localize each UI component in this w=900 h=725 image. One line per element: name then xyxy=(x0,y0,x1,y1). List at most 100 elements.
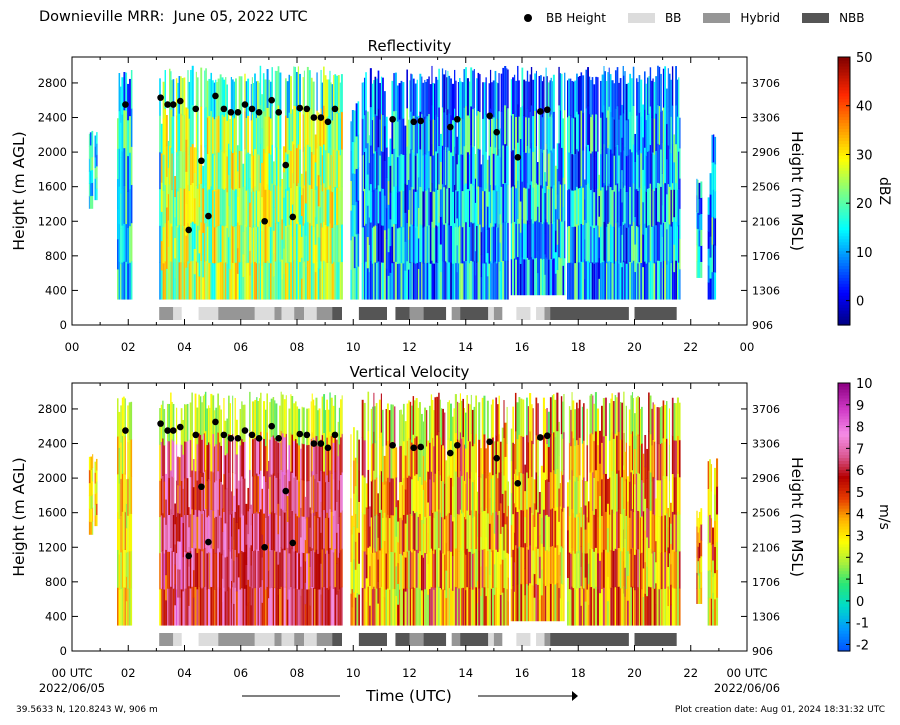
heatmap-cell xyxy=(446,188,448,226)
heatmap-cell xyxy=(125,479,128,504)
heatmap-cell xyxy=(387,204,390,229)
heatmap-cell xyxy=(195,223,197,262)
heatmap-cell xyxy=(324,224,327,263)
heatmap-cell xyxy=(664,514,666,553)
heatmap-cell xyxy=(551,470,554,509)
heatmap-cell xyxy=(670,189,672,227)
heatmap-cell xyxy=(321,82,324,120)
heatmap-cell xyxy=(118,518,121,555)
heatmap-cell xyxy=(612,401,615,439)
heatmap-cell xyxy=(456,439,459,477)
heatmap-cell xyxy=(418,476,421,515)
colorbar-segment xyxy=(838,185,850,189)
heatmap-cell xyxy=(283,587,286,626)
heatmap-cell xyxy=(635,511,638,550)
heatmap-cell xyxy=(255,226,258,264)
heatmap-cell xyxy=(188,226,191,264)
heatmap-cell xyxy=(464,483,467,520)
heatmap-cell xyxy=(463,588,465,626)
heatmap-cell xyxy=(206,189,209,227)
heatmap-cell xyxy=(572,437,575,476)
heatmap-cell xyxy=(130,222,133,262)
heatmap-cell xyxy=(551,545,554,584)
heatmap-cell xyxy=(486,512,489,551)
heatmap-cell xyxy=(476,225,478,263)
heatmap-cell xyxy=(506,106,508,146)
colorbar-segment xyxy=(838,271,850,275)
heatmap-cell xyxy=(678,151,680,189)
heatmap-cell xyxy=(367,586,370,626)
heatmap-cell xyxy=(614,222,617,262)
heatmap-cell xyxy=(291,267,294,300)
heatmap-cell xyxy=(587,604,590,626)
heatmap-cell xyxy=(645,227,647,264)
heatmap-cell xyxy=(174,604,176,626)
heatmap-cell xyxy=(404,125,407,156)
heatmap-cell xyxy=(653,514,656,553)
colorbar-segment xyxy=(838,319,850,323)
heatmap-cell xyxy=(496,154,498,192)
heatmap-cell xyxy=(626,501,629,527)
heatmap-cell xyxy=(183,77,186,115)
heatmap-cell xyxy=(434,511,437,550)
heatmap-cell xyxy=(439,188,442,217)
heatmap-cell xyxy=(477,536,479,559)
heatmap-cell xyxy=(426,517,428,554)
heatmap-cell xyxy=(563,394,565,433)
heatmap-cell xyxy=(249,586,251,626)
heatmap-cell xyxy=(610,474,612,513)
heatmap-cell xyxy=(393,479,396,517)
heatmap-cell xyxy=(576,550,578,589)
heatmap-cell xyxy=(639,480,642,518)
heatmap-cell xyxy=(373,586,375,626)
heatmap-cell xyxy=(380,76,383,115)
bb-height-point xyxy=(310,440,318,447)
heatmap-cell xyxy=(291,109,294,142)
heatmap-cell xyxy=(402,551,405,589)
heatmap-cell xyxy=(579,75,581,114)
heatmap-cell xyxy=(401,414,403,451)
heatmap-cell xyxy=(713,520,717,547)
heatmap-cell xyxy=(624,223,626,262)
heatmap-cell xyxy=(571,226,574,264)
heatmap-cell xyxy=(414,263,417,300)
heatmap-cell xyxy=(649,105,652,146)
heatmap-cell xyxy=(365,109,367,149)
heatmap-cell xyxy=(196,443,199,481)
heatmap-cell xyxy=(635,473,638,512)
heatmap-cell xyxy=(458,476,460,515)
heatmap-cell xyxy=(261,556,264,581)
x-tick-label: 00 xyxy=(65,340,80,354)
heatmap-cell xyxy=(382,151,384,189)
heatmap-cell xyxy=(279,515,281,553)
heatmap-cell xyxy=(283,399,286,438)
heatmap-cell xyxy=(270,549,273,588)
heatmap-cell xyxy=(510,258,513,296)
heatmap-cell xyxy=(365,601,368,626)
bb-height-point xyxy=(248,105,256,113)
heatmap-cell xyxy=(522,473,525,511)
heatmap-cell xyxy=(226,452,229,488)
heatmap-cell xyxy=(645,155,647,192)
heatmap-cell xyxy=(419,111,422,150)
heatmap-cell xyxy=(558,521,560,555)
heatmap-cell xyxy=(499,213,501,243)
heatmap-cell xyxy=(385,553,387,590)
heatmap-cell xyxy=(676,397,679,436)
heatmap-cell xyxy=(618,190,620,228)
heatmap-cell xyxy=(117,398,119,437)
heatmap-cell xyxy=(408,550,410,589)
heatmap-cell xyxy=(432,154,435,192)
heatmap-cell xyxy=(504,260,507,300)
heatmap-cell xyxy=(394,261,397,300)
heatmap-cell xyxy=(662,107,665,147)
heatmap-cell xyxy=(241,401,243,440)
colorbar-segment xyxy=(838,128,850,133)
heatmap-cell xyxy=(314,134,317,163)
heatmap-cell xyxy=(460,438,463,477)
heatmap-cell xyxy=(297,66,300,106)
heatmap-cell xyxy=(454,432,457,472)
heatmap-cell xyxy=(196,552,199,590)
heatmap-cell xyxy=(486,475,489,514)
heatmap-cell xyxy=(712,527,714,545)
